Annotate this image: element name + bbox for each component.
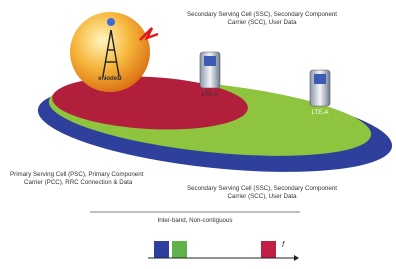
label: Inter-band, Non-contiguous <box>158 217 233 224</box>
label: f <box>282 240 285 249</box>
label: Primary Serving Cell (PSC), Primary Comp… <box>10 171 144 178</box>
axis-arrow <box>294 255 299 261</box>
label: Carrier (SCC), User Data <box>227 19 297 26</box>
label: eNodeB <box>98 75 122 82</box>
label: LTE-A <box>311 109 329 116</box>
label: Carrier (PCC), RRC Connection & Data <box>24 179 133 186</box>
label: Secondary Serving Cell (SSC), Secondary … <box>187 185 337 192</box>
carrier-block <box>154 241 169 258</box>
label: LTE-A <box>201 91 219 98</box>
carrier-block <box>172 241 187 258</box>
antenna <box>107 18 115 26</box>
device-screen <box>204 56 216 66</box>
label: Secondary Serving Cell (SSC), Secondary … <box>187 11 337 18</box>
device-screen <box>314 74 326 84</box>
carrier-block <box>261 241 276 258</box>
diagram: Secondary Serving Cell (SSC), Secondary … <box>0 0 396 269</box>
label: Carrier (SCC), User Data <box>227 193 297 200</box>
